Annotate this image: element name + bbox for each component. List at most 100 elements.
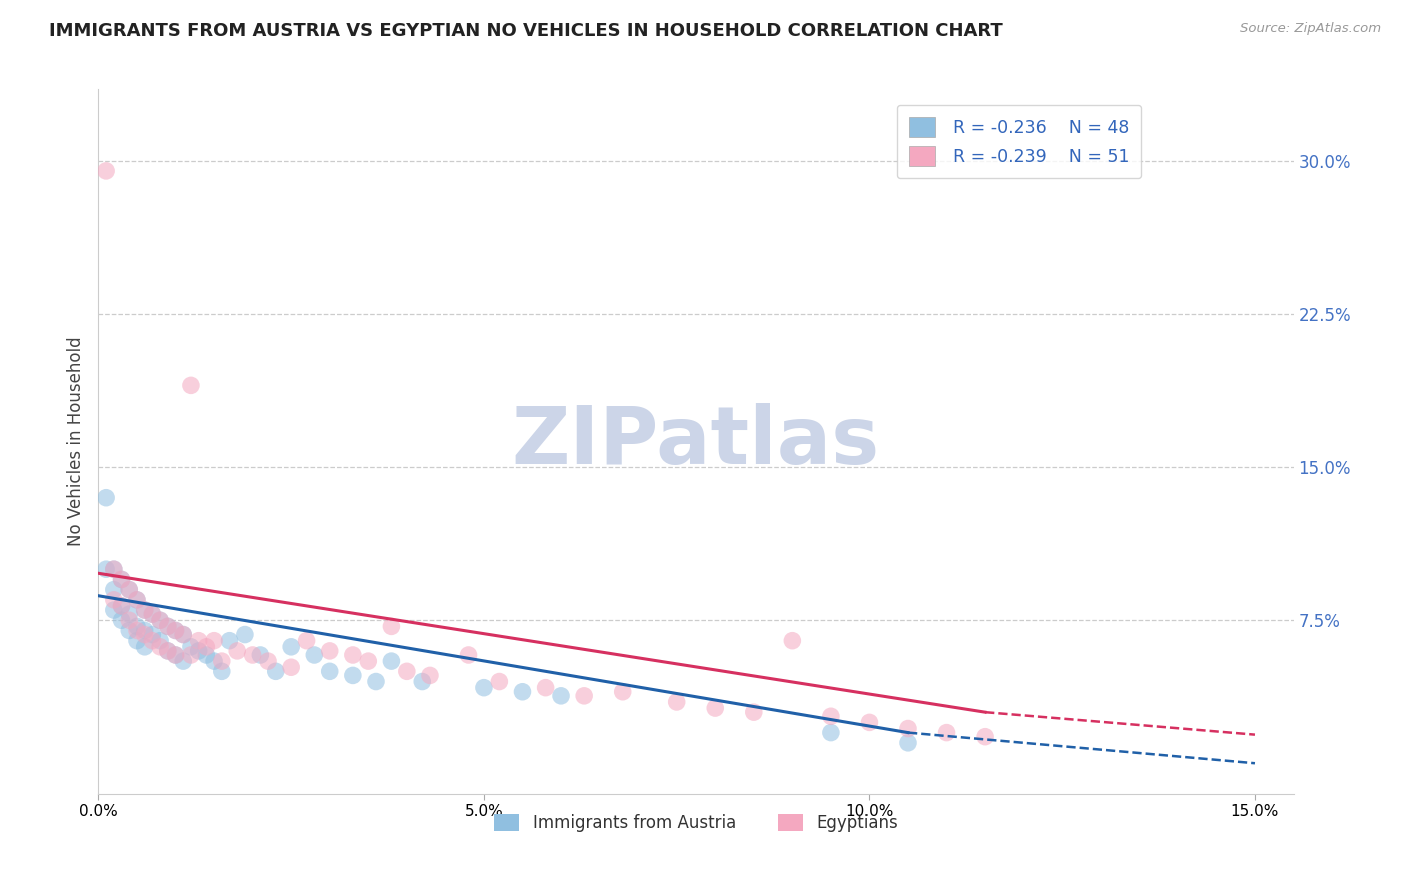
Point — [156, 644, 179, 658]
Point — [342, 668, 364, 682]
Point — [118, 607, 141, 621]
Point — [665, 695, 688, 709]
Point — [249, 648, 271, 662]
Point — [233, 627, 256, 641]
Point — [165, 624, 187, 638]
Point — [172, 627, 194, 641]
Point — [187, 633, 209, 648]
Point — [110, 599, 132, 613]
Point — [103, 603, 125, 617]
Point — [110, 613, 132, 627]
Point — [103, 592, 125, 607]
Point — [264, 665, 287, 679]
Point — [195, 648, 218, 662]
Point — [858, 715, 880, 730]
Point — [280, 660, 302, 674]
Point — [134, 624, 156, 638]
Point — [125, 592, 148, 607]
Point — [782, 633, 804, 648]
Point — [411, 674, 433, 689]
Point — [419, 668, 441, 682]
Point — [304, 648, 326, 662]
Point — [820, 709, 842, 723]
Point — [472, 681, 495, 695]
Point — [118, 582, 141, 597]
Point — [897, 736, 920, 750]
Point — [364, 674, 387, 689]
Point — [156, 644, 179, 658]
Point — [319, 644, 342, 658]
Point — [257, 654, 280, 668]
Point — [125, 633, 148, 648]
Point — [149, 640, 172, 654]
Point — [572, 689, 595, 703]
Point — [226, 644, 249, 658]
Point — [94, 164, 117, 178]
Point — [94, 491, 117, 505]
Point — [118, 613, 141, 627]
Point — [94, 562, 117, 576]
Point — [280, 640, 302, 654]
Point — [134, 627, 156, 641]
Text: Source: ZipAtlas.com: Source: ZipAtlas.com — [1240, 22, 1381, 36]
Point — [172, 627, 194, 641]
Point — [897, 722, 920, 736]
Point — [820, 725, 842, 739]
Point — [342, 648, 364, 662]
Point — [134, 603, 156, 617]
Point — [380, 654, 402, 668]
Point — [134, 603, 156, 617]
Point — [380, 619, 402, 633]
Point — [195, 640, 218, 654]
Point — [149, 633, 172, 648]
Point — [103, 562, 125, 576]
Point — [211, 665, 233, 679]
Point — [512, 685, 534, 699]
Point — [172, 654, 194, 668]
Point — [742, 705, 765, 719]
Point — [218, 633, 240, 648]
Point — [974, 730, 997, 744]
Point — [534, 681, 557, 695]
Point — [156, 619, 179, 633]
Point — [141, 607, 163, 621]
Text: IMMIGRANTS FROM AUSTRIA VS EGYPTIAN NO VEHICLES IN HOUSEHOLD CORRELATION CHART: IMMIGRANTS FROM AUSTRIA VS EGYPTIAN NO V… — [49, 22, 1002, 40]
Point — [935, 725, 957, 739]
Point — [125, 624, 148, 638]
Point — [211, 654, 233, 668]
Point — [110, 599, 132, 613]
Text: ZIPatlas: ZIPatlas — [512, 402, 880, 481]
Point — [156, 619, 179, 633]
Point — [103, 582, 125, 597]
Point — [202, 654, 225, 668]
Point — [180, 378, 202, 392]
Point — [704, 701, 727, 715]
Point — [118, 624, 141, 638]
Point — [141, 633, 163, 648]
Point — [110, 573, 132, 587]
Point — [319, 665, 342, 679]
Point — [180, 640, 202, 654]
Point — [165, 648, 187, 662]
Point — [103, 562, 125, 576]
Point — [141, 607, 163, 621]
Point — [125, 619, 148, 633]
Point — [110, 573, 132, 587]
Point — [488, 674, 510, 689]
Legend: Immigrants from Austria, Egyptians: Immigrants from Austria, Egyptians — [488, 807, 904, 838]
Point — [125, 592, 148, 607]
Point — [187, 644, 209, 658]
Point — [295, 633, 318, 648]
Point — [395, 665, 418, 679]
Point — [118, 582, 141, 597]
Point — [149, 613, 172, 627]
Point — [457, 648, 479, 662]
Y-axis label: No Vehicles in Household: No Vehicles in Household — [66, 336, 84, 547]
Point — [180, 648, 202, 662]
Point — [612, 685, 634, 699]
Point — [149, 613, 172, 627]
Point — [165, 648, 187, 662]
Point — [242, 648, 264, 662]
Point — [202, 633, 225, 648]
Point — [141, 627, 163, 641]
